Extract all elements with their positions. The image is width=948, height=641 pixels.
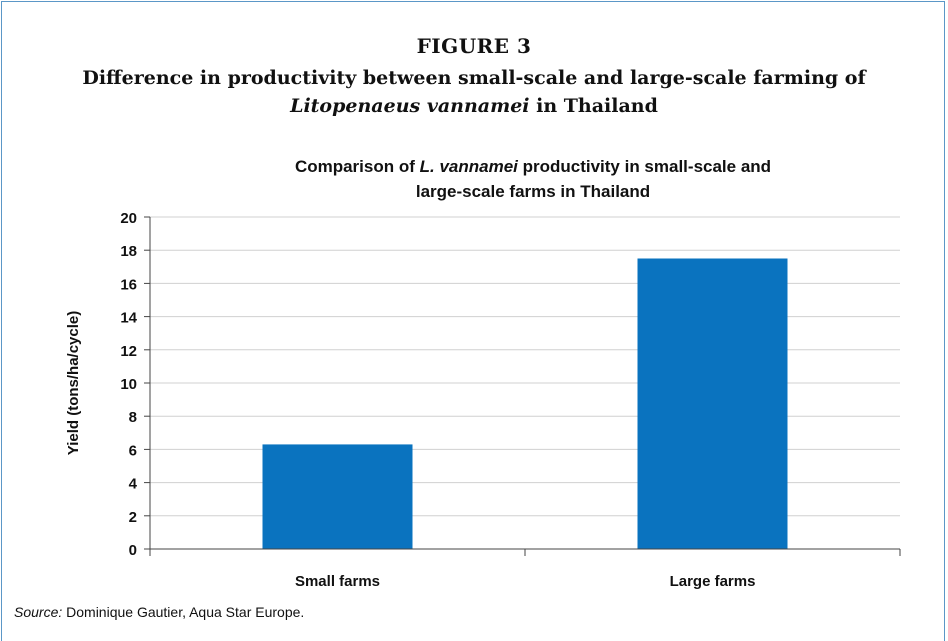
x-tick-labels: Small farms Large farms [295, 573, 755, 590]
y-tick-label: 6 [129, 442, 137, 459]
source-text: Dominique Gautier, Aqua Star Europe. [62, 604, 305, 620]
y-tick-label: 2 [129, 509, 137, 526]
figure-title-species: Litopenaeus vannamei [290, 95, 530, 117]
chart-title-species: L. vannamei [420, 157, 520, 176]
y-tick-label: 18 [120, 243, 137, 260]
figure-title: Difference in productivity between small… [60, 64, 888, 120]
source-label: Source: [14, 604, 63, 620]
source-note: Source: Dominique Gautier, Aqua Star Eur… [14, 604, 304, 620]
y-tick-labels: 0 2 4 6 8 10 12 14 16 18 20 [120, 210, 137, 559]
y-tick-label: 8 [129, 409, 137, 426]
y-tick-label: 14 [120, 310, 137, 327]
figure-number: FIGURE 3 [416, 34, 532, 58]
x-tick-label: Small farms [295, 573, 380, 590]
chart-title-post: productivity in small-scale and [518, 157, 771, 176]
y-tick-label: 16 [120, 276, 137, 293]
bar-small-farms [262, 444, 413, 549]
chart-title-pre: Comparison of [295, 157, 420, 176]
y-tick-label: 10 [120, 376, 137, 393]
y-tick-label: 4 [129, 476, 138, 493]
axes [144, 216, 901, 556]
chart-title-line1: Comparison of L. vannamei productivity i… [295, 157, 771, 176]
bar-large-farms [637, 258, 788, 549]
y-axis-label: Yield (tons/ha/cycle) [65, 311, 82, 456]
figure-title-part2: in Thailand [529, 95, 658, 117]
y-tick-label: 0 [129, 542, 137, 559]
figure-title-part1: Difference in productivity between small… [82, 67, 866, 89]
x-tick-label: Large farms [670, 573, 756, 590]
y-tick-label: 12 [120, 343, 137, 360]
bars [262, 258, 788, 549]
bar-chart: Comparison of L. vannamei productivity i… [65, 157, 901, 590]
chart-title-line2: large-scale farms in Thailand [416, 182, 650, 201]
y-tick-label: 20 [120, 210, 137, 227]
